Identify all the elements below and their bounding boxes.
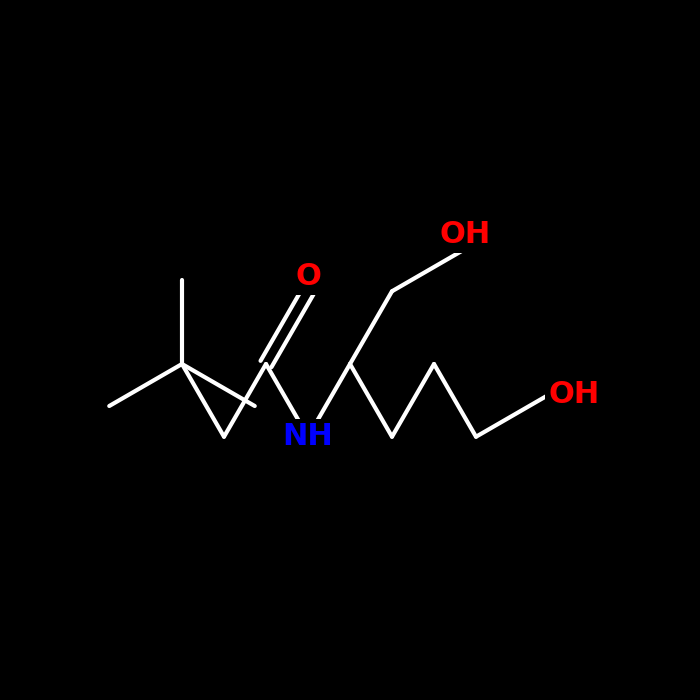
Text: OH: OH: [439, 220, 491, 249]
Text: NH: NH: [283, 422, 333, 452]
Text: OH: OH: [549, 380, 600, 410]
Text: O: O: [295, 262, 321, 291]
